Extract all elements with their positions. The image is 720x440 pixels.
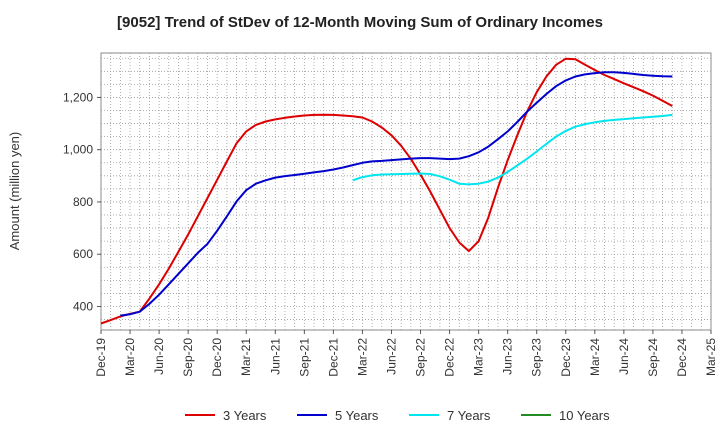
y-tick-label: 400	[73, 299, 93, 313]
x-tick-label: Sep-20	[181, 338, 195, 377]
x-tick-label: Mar-21	[239, 338, 253, 376]
x-tick-label: Sep-23	[530, 338, 544, 377]
plot-area	[100, 52, 712, 331]
x-tick-label: Sep-24	[646, 338, 660, 377]
x-tick-label: Sep-22	[414, 338, 428, 377]
x-tick-label: Mar-22	[355, 338, 369, 376]
x-tick-label: Dec-24	[675, 338, 689, 377]
x-tick-label: Mar-25	[704, 338, 718, 376]
y-tick-label: 600	[73, 247, 93, 261]
x-tick-label: Dec-23	[559, 338, 573, 377]
x-tick-label: Sep-21	[297, 338, 311, 377]
x-tick-label: Dec-19	[94, 338, 108, 377]
x-tick-label: Jun-20	[152, 338, 166, 375]
legend-label: 10 Years	[559, 408, 610, 423]
chart-title: [9052] Trend of StDev of 12-Month Moving…	[117, 14, 603, 31]
x-tick-label: Dec-21	[326, 338, 340, 377]
y-axis-label: Amount (million yen)	[7, 132, 22, 251]
x-tick-label: Dec-22	[443, 338, 457, 377]
legend-label: 7 Years	[447, 408, 491, 423]
grid-lines	[100, 53, 712, 330]
x-axis-ticks: Dec-19 Mar-20 Jun-20 Sep-20 Dec-20 Mar-21 Jun-…	[94, 330, 718, 377]
legend-label: 5 Years	[335, 408, 379, 423]
x-tick-label: Mar-24	[588, 338, 602, 376]
legend: 3 Years 5 Years 7 Years 10 Years	[185, 408, 610, 423]
x-tick-label: Jun-23	[501, 338, 515, 375]
series-lines	[100, 57, 673, 325]
series-line-3-years	[100, 57, 673, 325]
x-tick-label: Dec-20	[210, 338, 224, 377]
x-tick-label: Jun-21	[268, 338, 282, 375]
y-axis-ticks: 400 600 800 1,000 1,200	[63, 90, 101, 313]
x-tick-label: Mar-20	[123, 338, 137, 376]
x-tick-label: Jun-24	[617, 338, 631, 375]
legend-label: 3 Years	[223, 408, 267, 423]
y-tick-label: 800	[73, 195, 93, 209]
y-tick-label: 1,000	[63, 143, 93, 157]
x-tick-label: Mar-23	[472, 338, 486, 376]
x-tick-label: Jun-22	[384, 338, 398, 375]
series-line-7-years	[352, 113, 673, 186]
series-line-5-years	[120, 71, 673, 317]
y-tick-label: 1,200	[63, 90, 93, 104]
